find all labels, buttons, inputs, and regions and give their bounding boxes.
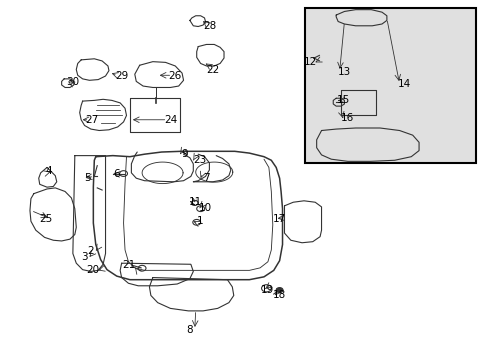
Text: 21: 21: [122, 260, 135, 270]
Text: 24: 24: [163, 115, 177, 125]
Text: 29: 29: [115, 71, 128, 81]
Text: 2: 2: [87, 246, 94, 256]
Text: 11: 11: [189, 197, 202, 207]
Text: 16: 16: [341, 113, 354, 123]
Text: 15: 15: [336, 95, 349, 105]
Text: 28: 28: [203, 21, 217, 31]
Text: 23: 23: [193, 155, 206, 165]
Text: 10: 10: [199, 203, 212, 213]
Text: 18: 18: [272, 291, 285, 301]
Text: 19: 19: [261, 285, 274, 296]
Text: 7: 7: [203, 173, 209, 183]
Text: 6: 6: [113, 168, 120, 179]
Text: 25: 25: [39, 214, 52, 224]
Text: 8: 8: [186, 325, 193, 335]
Text: 26: 26: [168, 71, 182, 81]
Text: 30: 30: [66, 77, 79, 87]
Text: 22: 22: [206, 64, 219, 75]
Text: 1: 1: [196, 216, 203, 226]
Text: 4: 4: [45, 166, 52, 176]
Text: 14: 14: [397, 79, 410, 89]
Bar: [305, 8, 475, 163]
Text: 9: 9: [182, 149, 188, 159]
Text: 13: 13: [337, 67, 350, 77]
Text: 20: 20: [85, 265, 99, 275]
Text: 27: 27: [85, 115, 99, 125]
Text: 17: 17: [272, 214, 285, 224]
Circle shape: [276, 288, 283, 293]
Text: 12: 12: [303, 57, 316, 67]
Text: 3: 3: [81, 252, 88, 262]
Text: 5: 5: [84, 173, 91, 183]
